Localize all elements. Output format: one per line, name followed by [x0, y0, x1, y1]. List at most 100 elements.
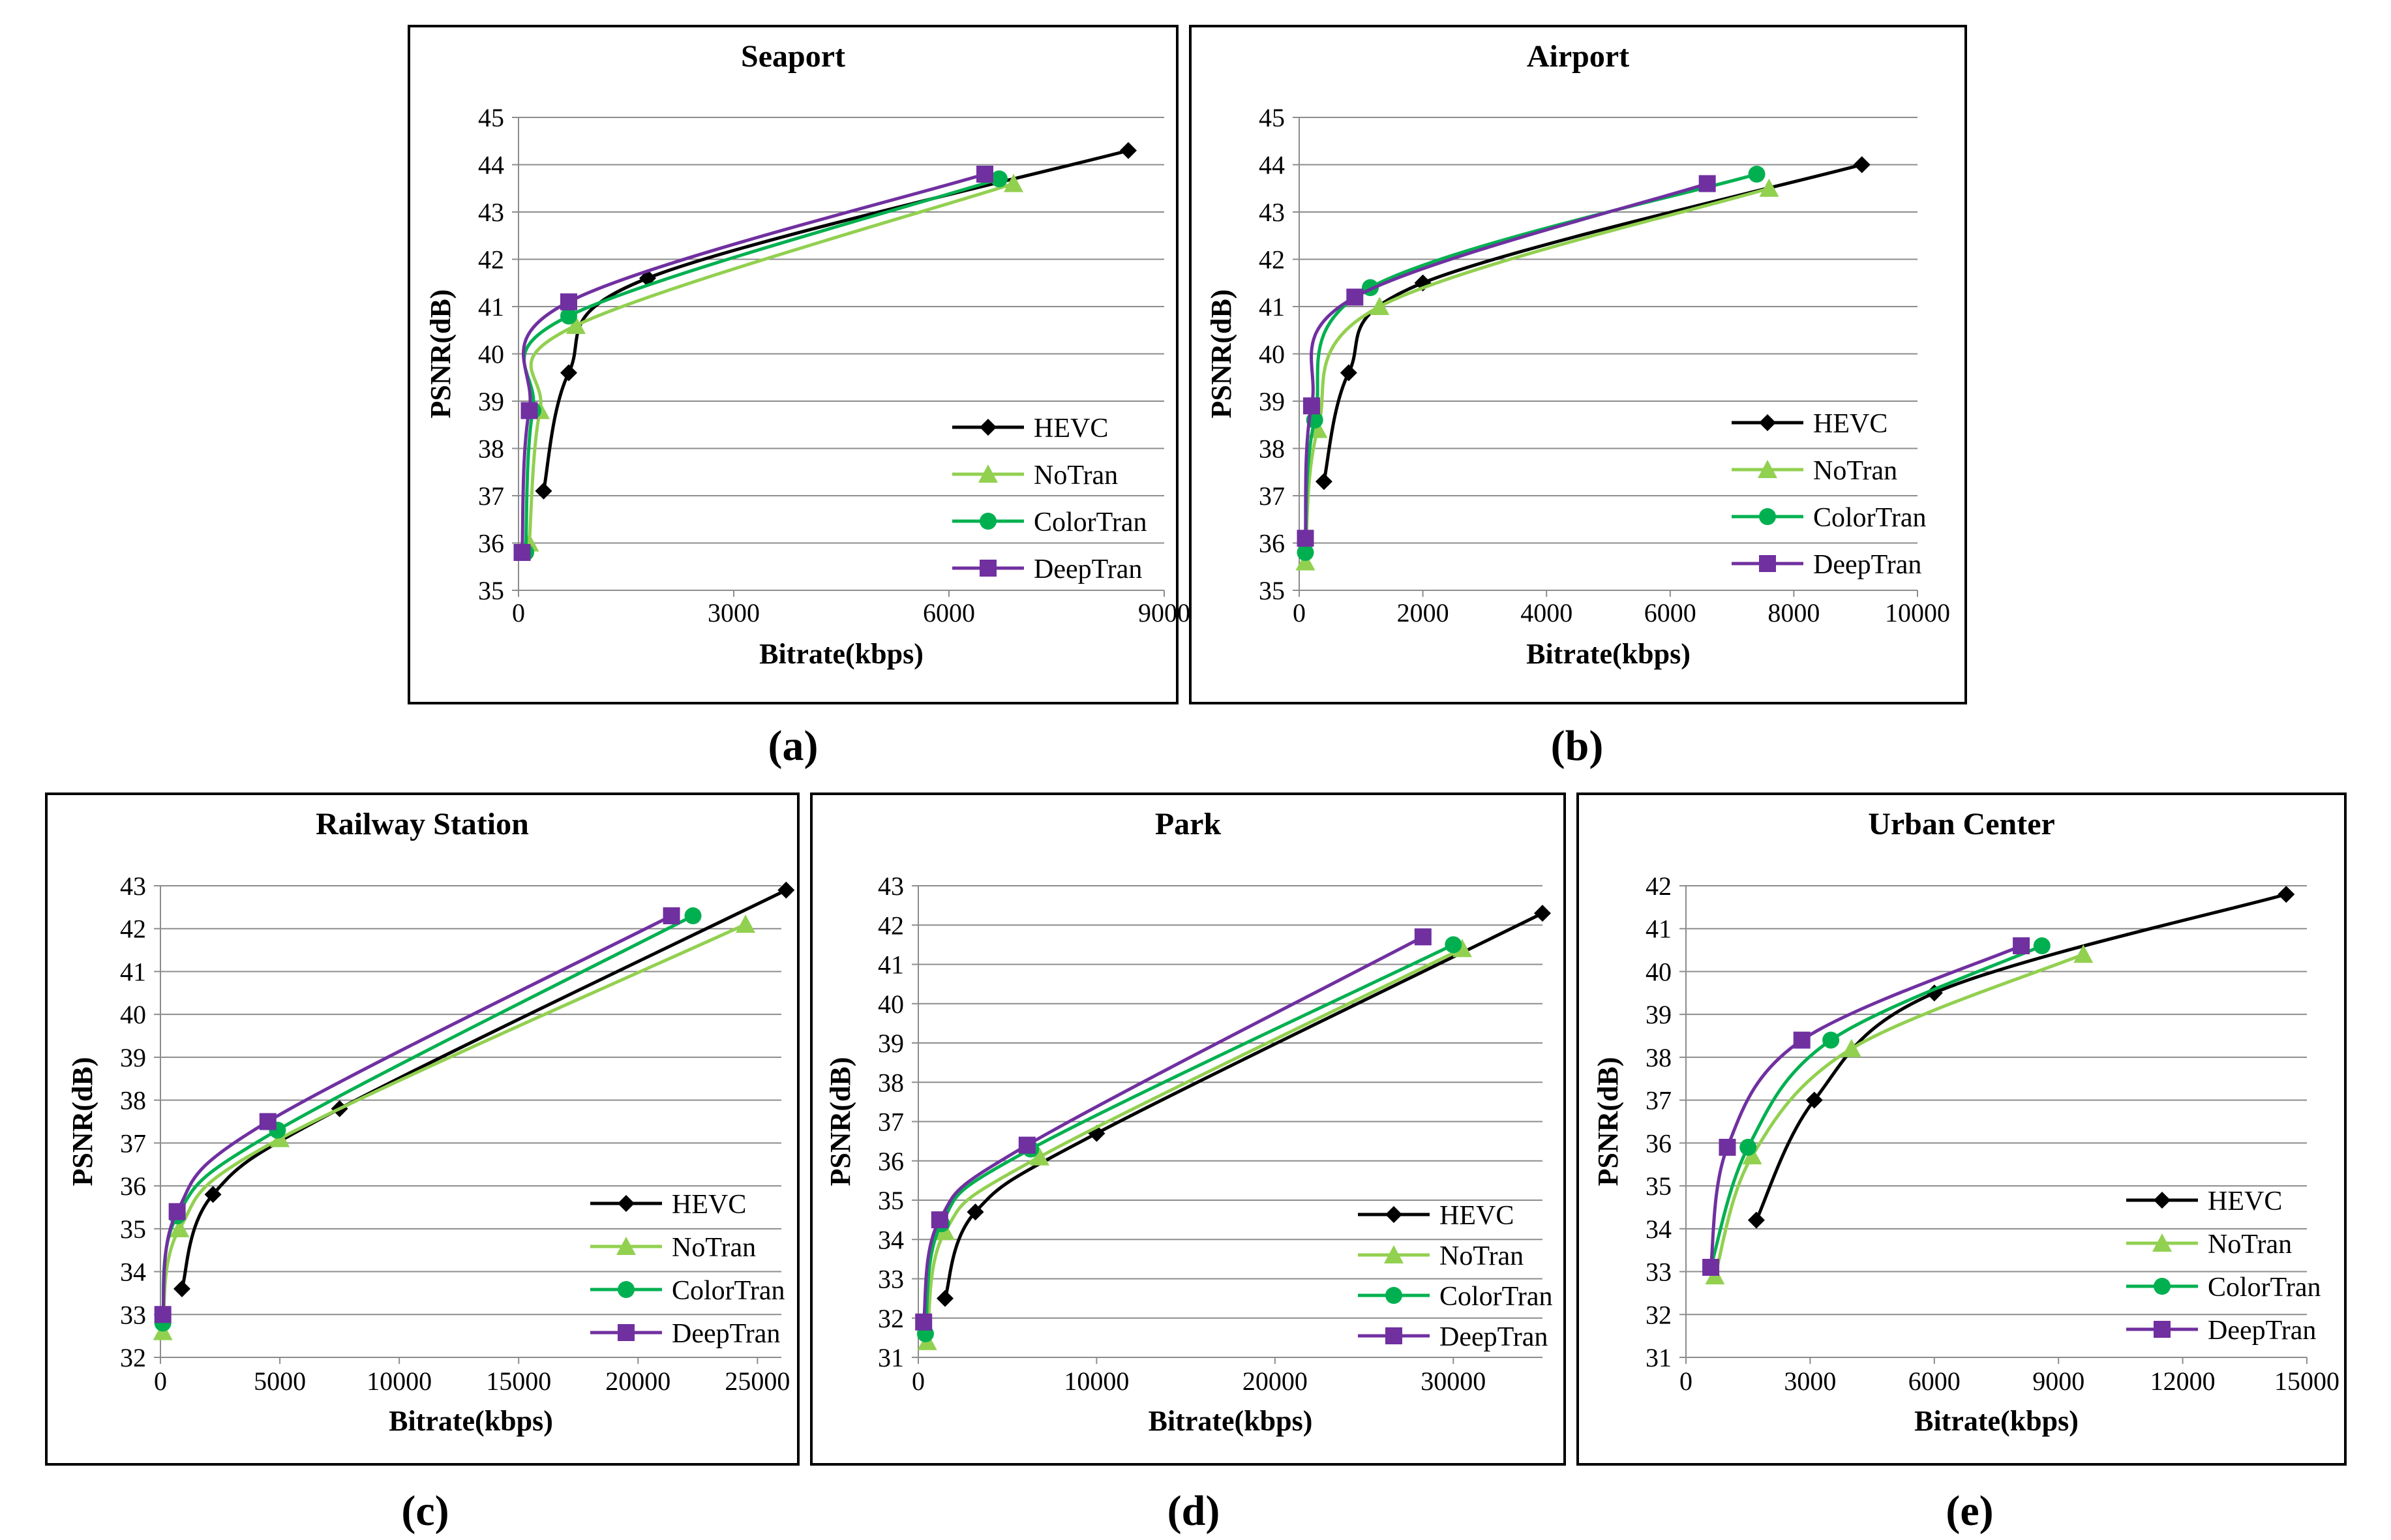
legend-marker	[980, 513, 997, 530]
legend-marker	[1385, 1287, 1402, 1304]
chart-border	[810, 793, 1566, 1466]
x-tick-label: 2000	[1397, 598, 1449, 627]
x-tick-label: 10000	[1885, 598, 1950, 627]
x-tick-label: 9000	[1138, 598, 1190, 627]
y-tick-label: 38	[878, 1068, 904, 1097]
series-line	[1303, 182, 1708, 539]
data-point	[1747, 1211, 1765, 1229]
y-tick-label: 39	[1259, 387, 1285, 416]
series-line	[1322, 163, 1863, 482]
y-tick-label: 35	[478, 576, 504, 605]
legend-item-deeptran: DeepTran	[1732, 550, 1921, 580]
x-tick-label: 6000	[1644, 598, 1696, 627]
data-point	[931, 1211, 948, 1229]
data-point	[566, 316, 586, 334]
data-point	[1822, 1031, 1840, 1049]
x-tick-label: 3000	[708, 598, 760, 627]
series-line	[522, 177, 1000, 553]
legend-item-colortran: ColorTran	[2126, 1273, 2321, 1303]
y-tick-label: 36	[878, 1147, 904, 1176]
data-point	[2013, 937, 2030, 955]
y-tick-label: 37	[878, 1108, 904, 1137]
data-point	[259, 1113, 277, 1130]
data-point	[1719, 1138, 1736, 1156]
y-tick-label: 32	[1646, 1300, 1672, 1329]
legend-label: ColorTran	[672, 1276, 785, 1306]
x-tick-label: 0	[1293, 598, 1306, 627]
legend-marker	[1759, 508, 1776, 525]
legend-label: ColorTran	[1439, 1282, 1552, 1312]
x-tick-label: 0	[912, 1366, 925, 1396]
data-point	[1029, 1147, 1049, 1166]
y-tick-label: 36	[120, 1171, 146, 1201]
data-point	[560, 364, 577, 382]
data-point	[2278, 886, 2295, 903]
series-line	[542, 149, 1129, 492]
legend-item-colortran: ColorTran	[1358, 1282, 1552, 1312]
legend-marker	[618, 1195, 635, 1212]
x-tick-label: 30000	[1421, 1366, 1486, 1396]
data-point	[967, 1203, 984, 1221]
series-hevc	[937, 905, 1551, 1307]
data-point	[684, 907, 702, 925]
y-axis-label: PSNR(dB)	[1205, 289, 1237, 418]
data-point	[1297, 544, 1314, 561]
y-tick-label: 43	[120, 871, 146, 901]
y-tick-label: 43	[878, 871, 904, 901]
legend-label: NoTran	[2208, 1230, 2292, 1260]
y-tick-label: 45	[478, 103, 504, 132]
legend-label: HEVC	[1813, 409, 1887, 439]
data-point	[777, 881, 795, 899]
series-deeptran	[154, 907, 680, 1323]
legend-item-deeptran: DeepTran	[952, 554, 1142, 584]
data-point	[560, 293, 577, 310]
legend-label: NoTran	[1813, 456, 1897, 486]
y-tick-label: 37	[1259, 481, 1285, 511]
data-point	[170, 1218, 190, 1237]
legend-label: NoTran	[672, 1233, 756, 1263]
legend-marker	[2154, 1278, 2171, 1295]
legend-item-hevc: HEVC	[1732, 409, 1887, 439]
legend-item-colortran: ColorTran	[952, 507, 1147, 537]
y-tick-label: 33	[1646, 1258, 1672, 1287]
data-point	[1120, 142, 1137, 159]
data-point	[520, 402, 538, 419]
data-point	[1841, 1038, 1861, 1057]
legend-marker	[2154, 1321, 2171, 1338]
data-point	[1698, 175, 1716, 192]
y-tick-label: 37	[478, 481, 504, 511]
y-tick-label: 41	[120, 957, 146, 986]
y-tick-label: 38	[1259, 434, 1285, 464]
y-tick-label: 42	[1646, 871, 1672, 901]
y-axis-label: PSNR(dB)	[824, 1057, 856, 1186]
chart-panel-1: Airport 35 36 37 38 39 40 41 42 43 44 45 0 2000 4000 60…	[1189, 25, 1967, 704]
legend-marker	[980, 560, 997, 577]
y-axis-label: PSNR(dB)	[1592, 1057, 1624, 1186]
data-point	[1315, 473, 1332, 491]
data-point	[736, 914, 756, 933]
y-tick-label: 44	[478, 151, 504, 180]
legend-item-deeptran: DeepTran	[590, 1319, 780, 1349]
panel-label: (a)	[768, 722, 819, 770]
data-point	[1534, 905, 1551, 922]
data-point	[1346, 288, 1364, 306]
x-tick-label: 20000	[1242, 1366, 1308, 1396]
legend-marker	[1385, 1206, 1402, 1223]
y-tick-label: 32	[120, 1343, 146, 1372]
x-tick-label: 3000	[1784, 1366, 1836, 1396]
data-point	[1340, 364, 1357, 382]
y-tick-label: 35	[1259, 576, 1285, 605]
y-tick-label: 42	[478, 245, 504, 275]
legend-item-hevc: HEVC	[590, 1190, 746, 1220]
legend-item-notran: NoTran	[952, 460, 1118, 491]
y-tick-label: 33	[878, 1265, 904, 1294]
x-tick-label: 25000	[725, 1366, 790, 1396]
data-point	[2033, 937, 2051, 955]
y-tick-label: 38	[120, 1086, 146, 1115]
legend-label: ColorTran	[1813, 503, 1926, 533]
y-tick-label: 34	[878, 1225, 904, 1254]
legend-label: DeepTran	[2208, 1316, 2316, 1346]
x-axis-label: Bitrate(kbps)	[1149, 1405, 1313, 1437]
y-tick-label: 43	[1259, 198, 1285, 227]
